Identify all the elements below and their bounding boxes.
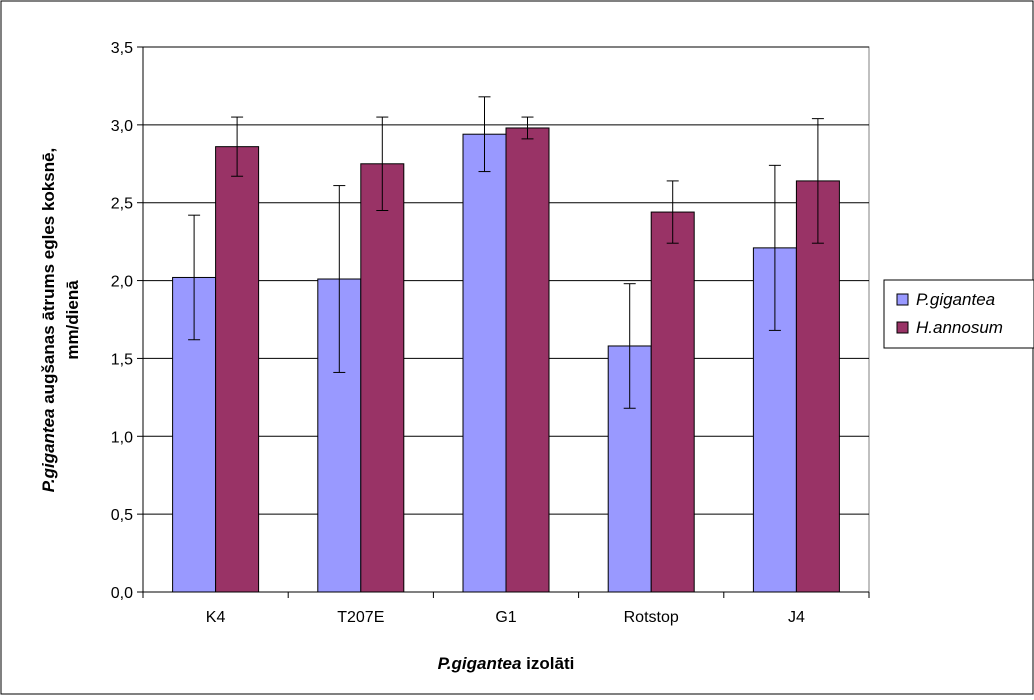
x-tick-label: J4 bbox=[788, 609, 805, 626]
y-tick-label: 3,0 bbox=[111, 118, 133, 135]
y-axis-title-line1: P.gigantea augšanas ātrums egles koksnē, bbox=[39, 148, 58, 493]
y-tick-label: 0,0 bbox=[111, 585, 133, 602]
y-tick-label: 1,0 bbox=[111, 429, 133, 446]
y-axis-title-rest: augšanas ātrums egles koksnē, bbox=[39, 148, 58, 409]
y-tick-label: 1,5 bbox=[111, 351, 133, 368]
y-axis-title-line2: mm/dienā bbox=[63, 280, 82, 360]
y-axis-title-italic: P.gigantea bbox=[39, 409, 58, 493]
x-tick-label: G1 bbox=[495, 609, 516, 626]
legend-swatch-h-annosum bbox=[896, 321, 909, 334]
x-tick-label: Rotstop bbox=[624, 609, 679, 626]
bar-h-annosum-rotstop bbox=[650, 211, 695, 593]
y-tick-label: 3,5 bbox=[111, 40, 133, 57]
bar-p-gigantea-g1 bbox=[462, 133, 507, 593]
x-axis-title: P.gigantea izolāti bbox=[438, 654, 575, 673]
y-axis-title: P.gigantea augšanas ātrums egles koksnē,… bbox=[39, 148, 82, 493]
x-tick-label: T207E bbox=[337, 609, 384, 626]
x-tick-label: K4 bbox=[206, 609, 226, 626]
bar-h-annosum-k4 bbox=[215, 146, 260, 593]
bars bbox=[172, 127, 840, 593]
axes bbox=[137, 46, 870, 598]
legend-label-p-gigantea: P.gigantea bbox=[916, 290, 995, 309]
error-bars bbox=[188, 96, 824, 409]
y-tick-label: 0,5 bbox=[111, 507, 133, 524]
bar-h-annosum-t207e bbox=[360, 163, 405, 593]
y-tick-label: 2,5 bbox=[111, 196, 133, 213]
legend-label-h-annosum: H.annosum bbox=[916, 318, 1003, 337]
tick-labels: 0,0 0,5 1,0 1,5 2,0 2,5 3,0 3,5 K4 T207E G1 Rotstop… bbox=[111, 40, 805, 626]
bar-h-annosum-j4 bbox=[795, 180, 840, 593]
legend-swatch-p-gigantea bbox=[896, 293, 909, 306]
bar-h-annosum-g1 bbox=[505, 127, 550, 593]
y-tick-label: 2,0 bbox=[111, 274, 133, 291]
x-axis-title-italic: P.gigantea bbox=[438, 654, 522, 673]
legend-box bbox=[883, 279, 1034, 349]
x-axis-title-rest: izolāti bbox=[521, 654, 574, 673]
legend: P.gigantea H.annosum bbox=[883, 279, 1034, 349]
